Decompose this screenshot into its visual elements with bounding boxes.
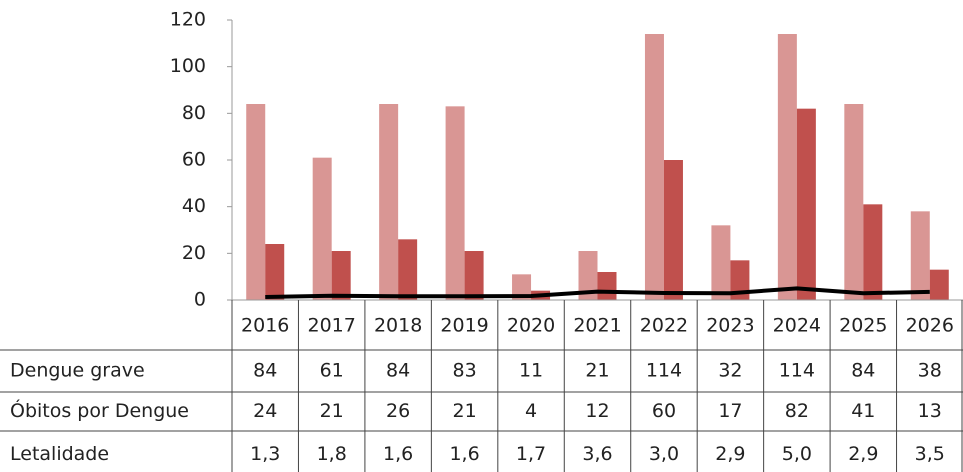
bar	[265, 244, 285, 300]
y-tick-label: 60	[182, 149, 206, 171]
table-cell: 3,6	[582, 443, 612, 465]
table-cell: 5,0	[782, 443, 812, 465]
y-tick-label: 40	[182, 195, 206, 217]
table-cell: 60	[652, 400, 676, 422]
table-cell: 84	[386, 360, 410, 382]
table-cell: 2,9	[848, 443, 878, 465]
table-cell: 3,5	[915, 443, 945, 465]
bar	[398, 239, 418, 300]
table-cell: 32	[718, 360, 742, 382]
bar	[910, 211, 930, 300]
legend-label: Letalidade	[10, 443, 109, 465]
table-cell: 82	[785, 400, 809, 422]
table-cell: 21	[585, 360, 609, 382]
x-tick-label: 2016	[241, 315, 289, 337]
x-tick-label: 2023	[706, 315, 754, 337]
x-tick-label: 2017	[308, 315, 356, 337]
y-tick-label: 100	[170, 55, 206, 77]
x-tick-label: 2024	[773, 315, 821, 337]
table-cell: 61	[320, 360, 344, 382]
table-cell: 38	[918, 360, 942, 382]
x-tick-label: 2022	[640, 315, 688, 337]
x-tick-label: 2021	[573, 315, 621, 337]
bar	[730, 260, 750, 300]
table-cell: 1,8	[317, 443, 347, 465]
table-cell: 1,6	[449, 443, 479, 465]
bar	[711, 225, 731, 300]
table-cell: 21	[320, 400, 344, 422]
bar	[844, 104, 864, 300]
bar	[512, 274, 532, 300]
legend-label: Dengue grave	[10, 360, 145, 382]
table-cell: 21	[452, 400, 476, 422]
table-cell: 1,7	[516, 443, 546, 465]
table-cell: 3,0	[649, 443, 679, 465]
legend-label: Óbitos por Dengue	[10, 398, 189, 422]
table-cell: 84	[851, 360, 875, 382]
x-tick-label: 2025	[839, 315, 887, 337]
bar	[331, 251, 351, 300]
table-cell: 24	[253, 400, 277, 422]
bar	[578, 251, 598, 300]
table-cell: 1,6	[383, 443, 413, 465]
y-tick-label: 0	[194, 289, 206, 311]
table-cell: 4	[525, 400, 537, 422]
table-cell: 41	[851, 400, 875, 422]
table-cell: 114	[646, 360, 682, 382]
bar	[379, 104, 399, 300]
table-cell: 2,9	[715, 443, 745, 465]
table-cell: 13	[918, 400, 942, 422]
bar	[929, 269, 949, 300]
bar	[663, 160, 683, 300]
bar	[464, 251, 484, 300]
x-tick-label: 2018	[374, 315, 422, 337]
y-tick-label: 20	[182, 242, 206, 264]
bar	[445, 106, 465, 300]
x-tick-label: 2026	[906, 315, 954, 337]
bar	[597, 272, 617, 300]
y-tick-label: 120	[170, 9, 206, 31]
bar	[796, 108, 816, 301]
bar	[246, 104, 266, 300]
x-tick-label: 2020	[507, 315, 555, 337]
line	[265, 286, 930, 299]
table-cell: 11	[519, 360, 543, 382]
bar	[644, 34, 664, 300]
table-cell: 12	[585, 400, 609, 422]
bar	[777, 34, 797, 300]
x-tick-label: 2019	[440, 315, 488, 337]
table-cell: 83	[452, 360, 476, 382]
table-cell: 17	[718, 400, 742, 422]
table-cell: 26	[386, 400, 410, 422]
bar	[863, 204, 883, 300]
table-cell: 114	[779, 360, 815, 382]
table-cell: 84	[253, 360, 277, 382]
bar	[312, 157, 332, 300]
y-tick-label: 80	[182, 102, 206, 124]
table-cell: 1,3	[250, 443, 280, 465]
